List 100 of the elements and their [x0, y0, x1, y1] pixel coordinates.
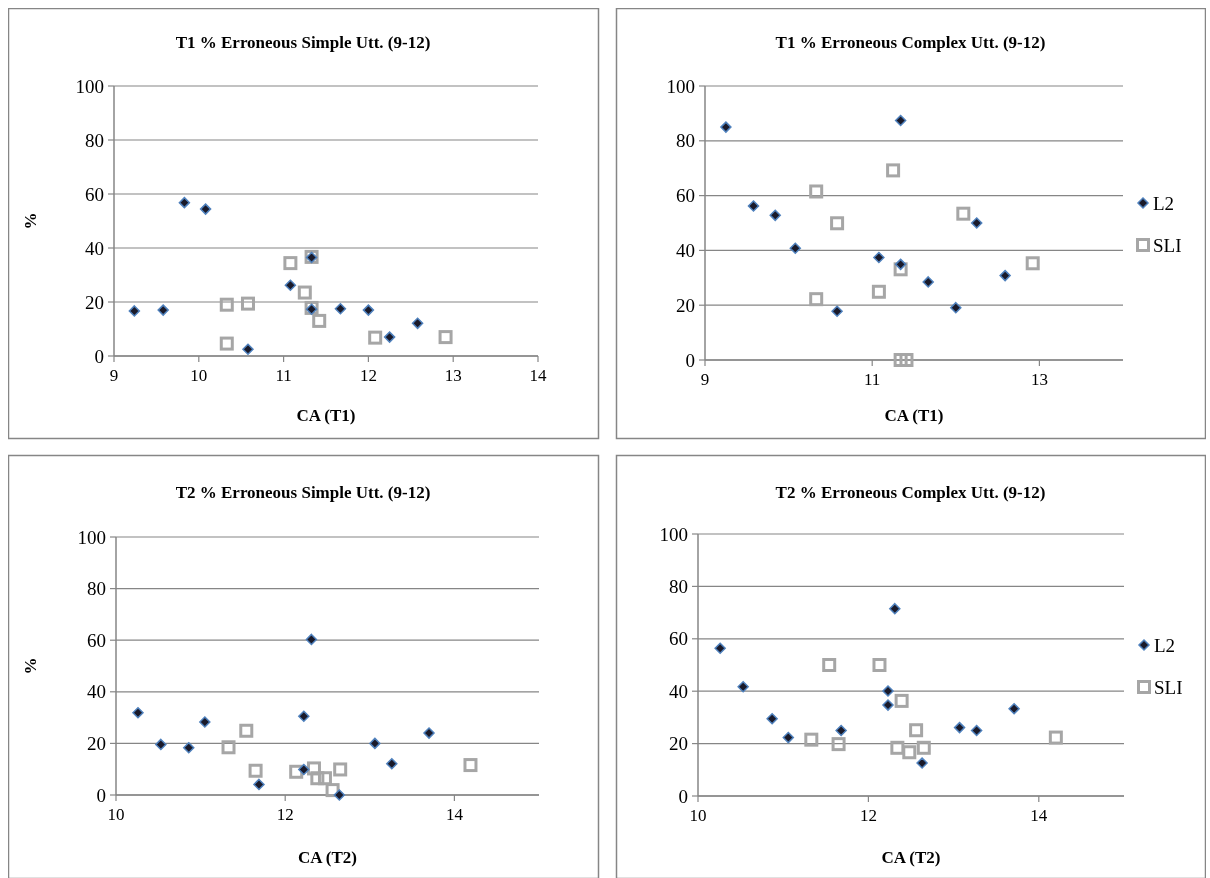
point: [239, 723, 254, 738]
point: [916, 757, 928, 769]
point: [317, 771, 332, 786]
x-axis-title: CA (T1): [296, 406, 356, 425]
point: [831, 737, 846, 752]
point: [199, 716, 211, 728]
point: [383, 331, 396, 343]
x-tick-label: 13: [1030, 370, 1048, 389]
y-tick-label: 0: [678, 785, 688, 807]
y-axis-title: %: [21, 212, 40, 230]
point: [155, 738, 167, 751]
point: [132, 706, 144, 719]
point: [368, 330, 383, 345]
x-tick-label: 14: [445, 805, 464, 824]
point: [902, 745, 917, 760]
y-tick-label: 0: [685, 349, 695, 371]
point: [128, 305, 141, 317]
x-tick-label: 9: [109, 366, 119, 385]
point: [720, 121, 732, 133]
point: [298, 710, 310, 723]
x-axis-title: CA (T2): [881, 848, 941, 867]
point: [306, 761, 321, 776]
y-tick-label: 80: [85, 129, 104, 151]
point: [916, 740, 931, 755]
point: [890, 740, 905, 755]
point: [809, 184, 824, 199]
point: [423, 727, 435, 739]
x-tick-label: 9: [700, 370, 710, 389]
point: [789, 242, 802, 254]
chart-title: T2 % Erroneous Complex Utt. (9-12): [775, 483, 1046, 502]
point: [886, 163, 901, 178]
point: [714, 642, 726, 654]
point: [831, 305, 843, 317]
point: [809, 292, 824, 307]
point: [766, 712, 778, 725]
point: [894, 693, 909, 708]
point: [782, 731, 795, 744]
x-tick-label: 14: [529, 366, 547, 385]
point: [298, 763, 310, 776]
point: [157, 304, 169, 316]
point: [240, 296, 255, 311]
y-tick-label: 20: [669, 733, 688, 755]
point: [289, 764, 304, 779]
point: [894, 114, 907, 127]
x-axis-title: CA (T2): [297, 848, 358, 867]
point: [873, 251, 885, 264]
point: [283, 256, 298, 271]
point: [221, 740, 236, 755]
point: [1048, 730, 1063, 745]
point: [804, 732, 819, 747]
point: [737, 681, 749, 693]
x-tick-label: 12: [276, 805, 294, 824]
point: [835, 724, 847, 737]
x-tick-label: 11: [275, 366, 292, 385]
point: [253, 778, 265, 791]
y-tick-label: 100: [666, 75, 695, 97]
y-tick-label: 40: [669, 680, 688, 702]
point: [882, 699, 894, 711]
point: [1025, 256, 1040, 271]
point: [882, 685, 894, 697]
point: [970, 217, 983, 229]
y-tick-label: 0: [94, 345, 104, 367]
point: [362, 304, 375, 316]
point: [871, 284, 886, 299]
y-tick-label: 100: [77, 526, 106, 548]
point: [219, 336, 234, 351]
y-tick-label: 60: [669, 628, 688, 650]
point: [333, 762, 348, 777]
y-tick-label: 40: [676, 240, 695, 262]
y-tick-label: 60: [85, 183, 104, 205]
point: [893, 353, 908, 367]
point: [325, 783, 340, 798]
point: [297, 285, 312, 300]
y-tick-label: 60: [87, 629, 106, 651]
point: [284, 279, 297, 292]
point: [242, 343, 254, 355]
y-tick-label: 20: [676, 294, 695, 316]
point: [386, 758, 398, 770]
chart-title: T2 % Erroneous Simple Utt. (9-12): [175, 483, 431, 502]
point: [953, 721, 966, 734]
y-tick-label: 0: [96, 784, 106, 806]
point: [411, 317, 424, 330]
y-tick-label: 40: [87, 681, 106, 703]
y-tick-label: 80: [669, 576, 688, 598]
point: [899, 353, 914, 367]
point: [1008, 703, 1020, 715]
point: [312, 313, 327, 328]
legend-label: L2: [1153, 192, 1175, 214]
point: [438, 330, 453, 345]
point: [310, 771, 325, 786]
point: [893, 262, 908, 277]
point: [894, 258, 907, 271]
y-tick-label: 100: [75, 75, 104, 97]
point: [822, 658, 837, 672]
point: [183, 742, 195, 754]
x-tick-label: 13: [444, 366, 462, 385]
point: [747, 200, 760, 212]
point: [369, 737, 381, 750]
legend-label: SLI: [1154, 676, 1183, 698]
point: [830, 216, 845, 231]
